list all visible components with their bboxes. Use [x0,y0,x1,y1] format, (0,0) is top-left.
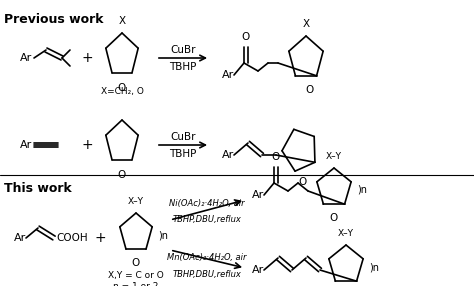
Text: X–Y: X–Y [326,152,342,161]
Text: +: + [94,231,106,245]
Text: TBHP,DBU,reflux: TBHP,DBU,reflux [173,215,241,224]
Text: CuBr: CuBr [170,132,196,142]
Text: TBHP: TBHP [169,149,197,159]
Text: CuBr: CuBr [170,45,196,55]
Text: O: O [272,152,280,162]
Text: Ar: Ar [222,70,234,80]
Text: Ar: Ar [252,190,264,200]
Text: TBHP,DBU,reflux: TBHP,DBU,reflux [173,270,241,279]
Text: TBHP: TBHP [169,62,197,72]
Text: )n: )n [357,185,367,195]
Text: Ar: Ar [222,150,234,160]
Text: Ar: Ar [252,265,264,275]
Text: +: + [81,51,93,65]
Text: O: O [306,85,314,95]
Text: X–Y: X–Y [338,229,354,238]
Text: Ar: Ar [14,233,26,243]
Text: X: X [302,19,310,29]
Text: Ni(OAc)₂·4H₂O, air: Ni(OAc)₂·4H₂O, air [169,199,245,208]
Text: Ar: Ar [20,53,32,63]
Text: O: O [330,213,338,223]
Text: n = 1 or 2: n = 1 or 2 [113,282,159,286]
Text: O: O [299,177,307,187]
Text: X–Y: X–Y [128,197,144,206]
Text: This work: This work [4,182,72,195]
Text: COOH: COOH [56,233,88,243]
Text: O: O [242,32,250,42]
Text: )n: )n [369,262,379,272]
Text: O: O [118,170,126,180]
Text: +: + [81,138,93,152]
Text: X,Y = C or O: X,Y = C or O [108,271,164,280]
Text: )n: )n [158,230,168,240]
Text: X=CH₂, O: X=CH₂, O [100,87,144,96]
Text: X: X [118,16,126,26]
Text: O: O [118,83,126,93]
Text: Previous work: Previous work [4,13,103,26]
Text: Mn(OAc)₂·4H₂O, air: Mn(OAc)₂·4H₂O, air [167,253,247,262]
Text: Ar: Ar [20,140,32,150]
Text: O: O [132,258,140,268]
